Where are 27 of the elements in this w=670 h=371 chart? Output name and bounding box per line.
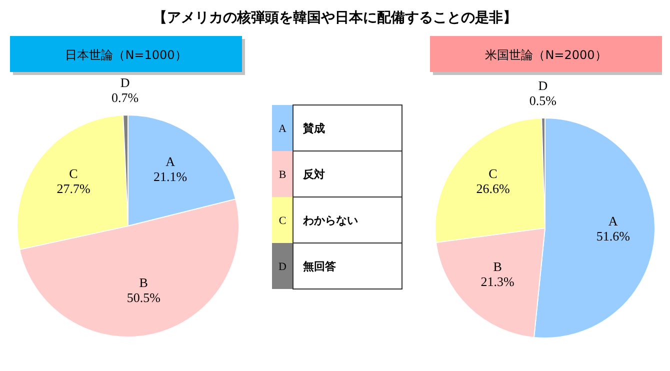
data-label: 21.3%	[480, 274, 514, 289]
text: 無回答	[302, 260, 337, 273]
data-label: 0.5%	[529, 93, 557, 108]
data-label: 27.7%	[56, 180, 90, 196]
text: 【アメリカの核弾頭を韓国や日本に配備することの是非】	[153, 10, 517, 26]
text: A	[278, 123, 287, 135]
text: 賛成	[302, 122, 325, 135]
text: D	[278, 261, 287, 273]
slice-label: C	[488, 166, 498, 181]
data-label: 26.6%	[476, 180, 510, 196]
text: B	[278, 169, 286, 181]
data-label: 21.1%	[154, 168, 188, 184]
text: C	[278, 215, 286, 227]
slice-label: D	[538, 78, 548, 94]
chart-title: 日本世論（N=1000）	[65, 48, 187, 62]
slice-label: A	[608, 213, 618, 228]
slice-label: A	[166, 154, 176, 169]
data-label: 51.6%	[596, 228, 630, 244]
chart-title: 米国世論（N=2000）	[485, 48, 607, 62]
data-label: 0.7%	[112, 90, 139, 106]
slice-label: D	[120, 75, 130, 90]
slice-label: C	[69, 166, 78, 181]
data-label: 50.5%	[126, 290, 161, 306]
text: わからない	[302, 214, 358, 227]
slice-label: B	[139, 275, 148, 290]
slice-label: B	[493, 258, 502, 274]
text: 反対	[302, 168, 325, 181]
